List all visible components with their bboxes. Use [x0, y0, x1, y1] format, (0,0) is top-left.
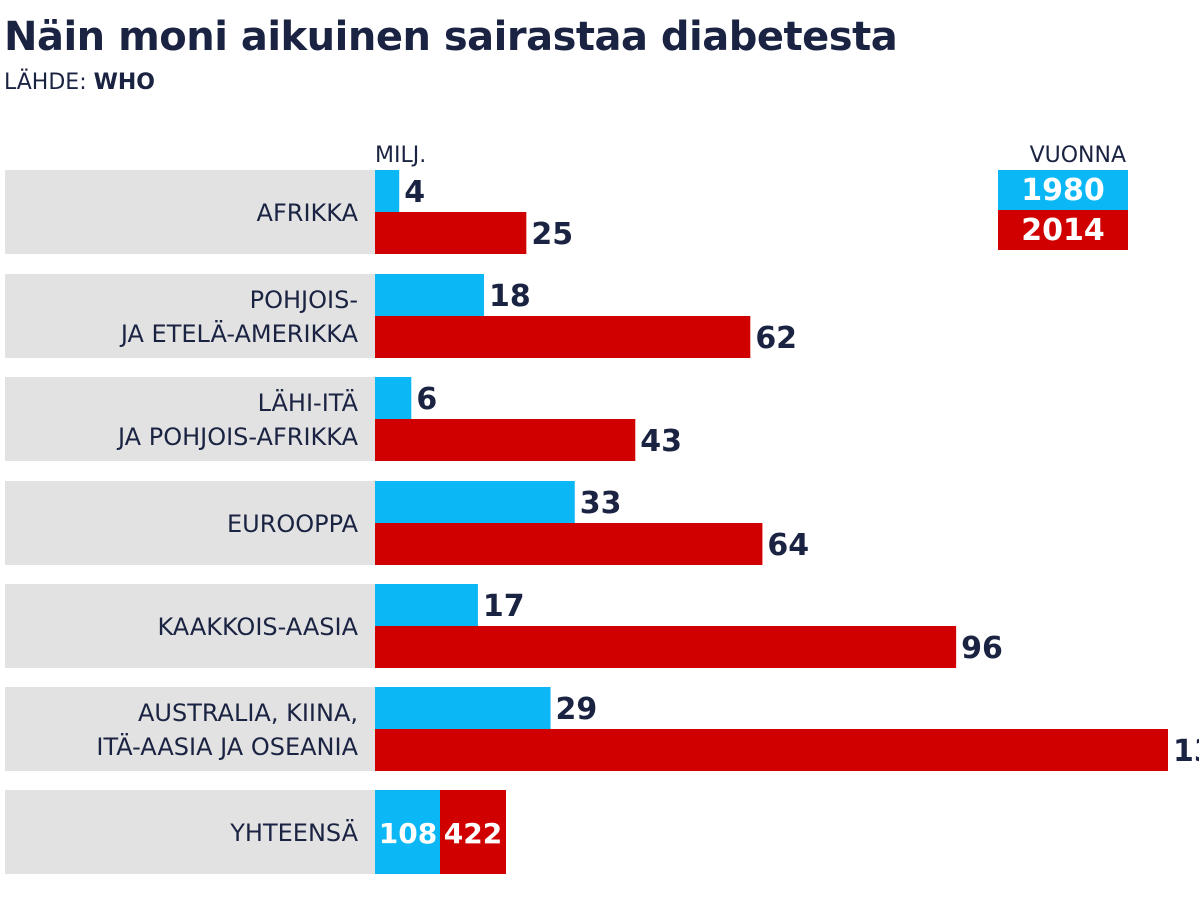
category-label-bg [5, 584, 375, 668]
bar-2014 [375, 626, 957, 668]
total-block-1980 [375, 790, 440, 874]
data-label-1980: 17 [483, 589, 525, 624]
bar-1980 [375, 170, 400, 212]
category-label: POHJOIS- [250, 286, 358, 314]
bar-1980 [375, 274, 484, 316]
bar-1980 [375, 687, 551, 729]
legend-swatch-2014 [998, 210, 1128, 250]
category-label: KAAKKOIS-AASIA [157, 613, 358, 641]
data-label-2014: 131 [1173, 734, 1199, 769]
bar-2014 [375, 419, 636, 461]
bar-2014 [375, 212, 527, 254]
category-label: AFRIKKA [257, 199, 359, 227]
data-label-2014: 62 [755, 321, 797, 356]
category-label-bg [5, 687, 375, 771]
data-label-1980: 6 [416, 382, 437, 417]
category-label: JA POHJOIS-AFRIKKA [116, 423, 359, 451]
source-value: WHO [93, 70, 155, 95]
category-label-bg [5, 170, 375, 254]
bar-2014 [375, 729, 1168, 771]
data-label-2014: 25 [531, 217, 573, 252]
source-label: LÄHDE: [4, 70, 87, 95]
category-label: LÄHI-ITÄ [258, 388, 359, 417]
bar-1980 [375, 584, 478, 626]
total-value-1980: 108 [379, 817, 437, 850]
data-label-1980: 29 [556, 692, 598, 727]
data-label-1980: 33 [580, 486, 622, 521]
category-label: EUROOPPA [227, 510, 359, 538]
category-label-bg [5, 377, 375, 461]
total-label: YHTEENSÄ [229, 818, 358, 847]
total-value-2014: 422 [444, 817, 502, 850]
data-label-2014: 43 [640, 424, 682, 459]
source-line: LÄHDE: WHO [4, 70, 155, 95]
chart-title: Näin moni aikuinen sairastaa diabetesta [4, 14, 898, 60]
bar-2014 [375, 316, 751, 358]
bar-2014 [375, 523, 763, 565]
unit-label: MILJ. [375, 143, 426, 168]
legend-title: VUONNA [1030, 143, 1126, 168]
legend-swatch-1980 [998, 170, 1128, 210]
legend-label-2014: 2014 [1021, 213, 1105, 248]
category-label: JA ETELÄ-AMERIKKA [119, 319, 359, 348]
category-label-bg [5, 481, 375, 565]
data-label-2014: 96 [961, 631, 1003, 666]
total-label-bg [5, 790, 375, 874]
data-label-1980: 4 [404, 175, 425, 210]
bar-1980 [375, 377, 412, 419]
data-label-1980: 18 [489, 279, 531, 314]
category-label: ITÄ-AASIA JA OSEANIA [96, 732, 358, 761]
total-block-2014 [440, 790, 506, 874]
data-label-2014: 64 [767, 528, 809, 563]
legend-label-1980: 1980 [1021, 173, 1105, 208]
category-label-bg [5, 274, 375, 358]
bar-1980 [375, 481, 575, 523]
category-label: AUSTRALIA, KIINA, [138, 699, 358, 727]
